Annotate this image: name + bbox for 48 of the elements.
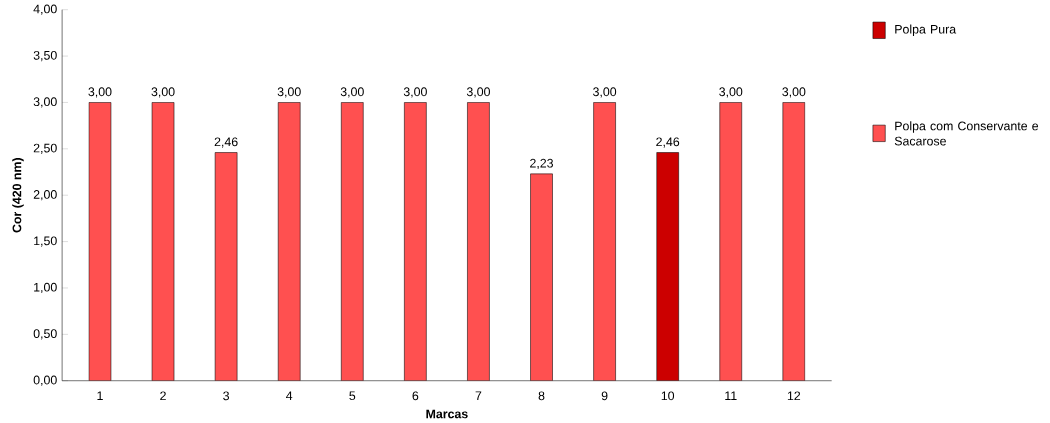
x-tick-label: 6	[412, 391, 419, 401]
x-tick-label: 12	[787, 391, 801, 401]
x-tick-label: 2	[160, 391, 166, 401]
data-label: 2,46	[656, 137, 680, 148]
bar	[88, 102, 112, 381]
bar	[467, 102, 490, 381]
bar	[277, 102, 301, 381]
data-label: 3,00	[151, 87, 175, 98]
x-tick-label: 5	[349, 391, 356, 401]
y-tick-label: 0,50	[33, 329, 57, 340]
y-tick-label: 3,00	[33, 97, 57, 108]
bar	[782, 102, 806, 381]
x-tick-label: 3	[223, 391, 230, 401]
data-label: 3,00	[88, 87, 112, 98]
bar	[214, 152, 238, 381]
y-tick-label: 1,50	[34, 236, 57, 247]
data-label: 2,23	[530, 158, 554, 170]
x-axis-title: Marcas	[426, 409, 468, 419]
y-tick-label: 3,50	[33, 51, 57, 62]
x-tick-label: 11	[725, 391, 737, 401]
bar	[719, 102, 743, 381]
y-tick-label: 2,50	[33, 143, 57, 154]
bar	[151, 102, 175, 381]
bar	[593, 102, 616, 381]
y-tick-label: 1,00	[34, 282, 57, 294]
y-tick-label: 4,00	[33, 4, 57, 15]
bar	[530, 173, 553, 381]
x-tick-label: 7	[475, 391, 482, 401]
y-tick-label: 0,00	[33, 375, 57, 386]
data-label: 3,00	[466, 87, 490, 98]
x-tick-label: 10	[661, 391, 675, 401]
legend-label: Polpa Pura	[895, 24, 957, 37]
x-tick-label: 1	[97, 391, 103, 401]
data-label: 3,00	[719, 87, 743, 98]
x-tick-label: 8	[538, 391, 545, 401]
legend-label: Polpa com Conservante e Sacarose	[894, 121, 1039, 146]
bar	[404, 102, 427, 381]
bar	[341, 102, 364, 381]
y-tick-label: 2,00	[33, 190, 57, 201]
data-label: 3,00	[782, 87, 806, 98]
x-tick-label: 4	[286, 391, 293, 401]
y-axis-title: Cor (420 nm)	[12, 158, 24, 233]
x-tick-label: 9	[601, 391, 608, 401]
data-label: 3,00	[403, 87, 427, 98]
data-label: 3,00	[277, 87, 301, 98]
data-label: 3,00	[593, 87, 617, 98]
data-label: 3,00	[340, 87, 364, 98]
data-label: 2,46	[214, 137, 238, 148]
